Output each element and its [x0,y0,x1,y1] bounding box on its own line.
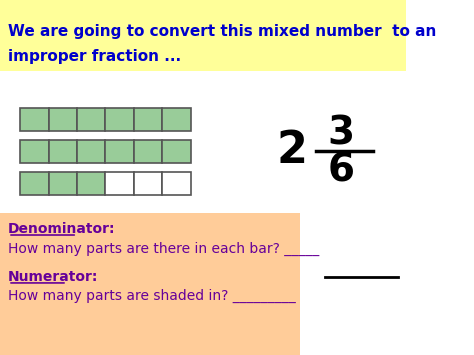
Bar [134,140,162,163]
Text: Numerator:: Numerator: [8,270,99,284]
Bar [105,140,134,163]
Text: How many parts are shaded in? _________: How many parts are shaded in? _________ [8,289,296,304]
Bar [134,172,162,195]
Bar [162,172,191,195]
Bar [20,172,49,195]
Bar [49,108,77,131]
Bar [134,108,162,131]
FancyBboxPatch shape [0,0,406,71]
Text: 3: 3 [327,114,354,152]
Text: We are going to convert this mixed number  to an: We are going to convert this mixed numbe… [8,24,437,39]
Bar [162,140,191,163]
Bar [20,108,49,131]
Bar [77,140,105,163]
Text: Denominator:: Denominator: [8,222,116,236]
Text: 6: 6 [327,151,354,190]
Text: 2: 2 [276,129,308,173]
Text: How many parts are there in each bar? _____: How many parts are there in each bar? __… [8,241,319,256]
Bar [162,108,191,131]
Bar [77,172,105,195]
Bar [49,172,77,195]
FancyBboxPatch shape [0,213,300,355]
Bar [20,140,49,163]
Bar [105,172,134,195]
Bar [105,108,134,131]
Bar [77,108,105,131]
Bar [49,140,77,163]
Text: improper fraction ...: improper fraction ... [8,49,181,64]
